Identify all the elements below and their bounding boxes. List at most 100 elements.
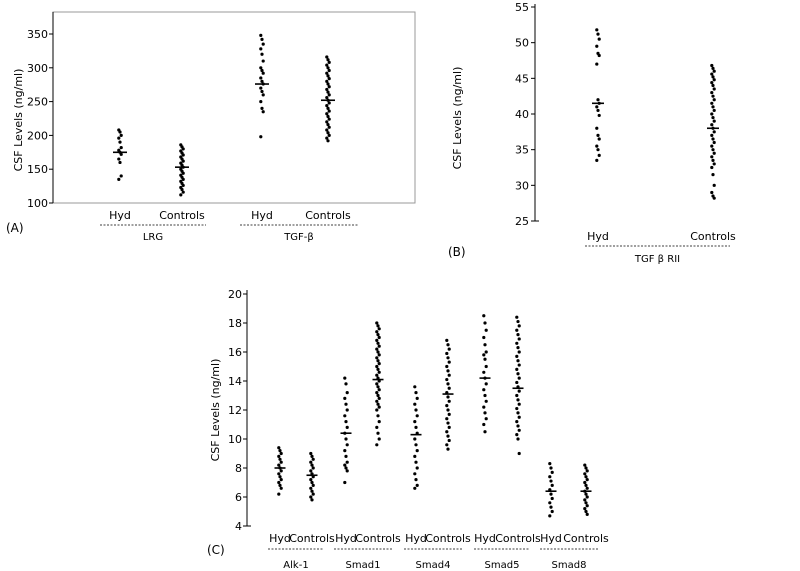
- data-point: [710, 165, 714, 170]
- data-point: [712, 87, 716, 91]
- data-point: [325, 136, 329, 140]
- series-smad8-controls: Controls: [563, 463, 609, 545]
- y-tick-label: 45: [515, 72, 529, 85]
- data-point: [375, 338, 379, 342]
- data-point: [597, 37, 601, 41]
- data-point: [445, 404, 449, 408]
- data-point: [597, 153, 601, 157]
- data-point: [585, 495, 589, 499]
- data-point: [483, 430, 487, 434]
- data-point: [259, 86, 263, 90]
- y-tick-label: 250: [27, 96, 48, 109]
- data-point: [327, 77, 331, 81]
- data-point: [482, 370, 486, 374]
- y-tick-label: 20: [228, 288, 242, 301]
- category-label: Hyd: [405, 532, 427, 545]
- data-point: [517, 363, 521, 367]
- data-point: [711, 66, 715, 70]
- data-point: [583, 480, 587, 485]
- data-point: [325, 128, 329, 132]
- data-point: [310, 480, 314, 485]
- data-point: [415, 483, 419, 487]
- data-point: [711, 158, 715, 162]
- data-point: [447, 373, 451, 377]
- data-point: [309, 486, 313, 490]
- data-point: [413, 437, 417, 441]
- data-point: [548, 501, 552, 505]
- data-point: [180, 187, 184, 192]
- data-point: [585, 504, 589, 508]
- data-point: [712, 98, 716, 102]
- category-label: Controls: [355, 532, 401, 545]
- data-point: [414, 425, 418, 429]
- panel-label: (A): [6, 221, 24, 235]
- data-point: [584, 466, 588, 470]
- data-point: [117, 177, 121, 181]
- data-point: [279, 486, 283, 490]
- data-point: [585, 512, 589, 517]
- data-point: [310, 463, 314, 467]
- data-point: [376, 393, 380, 398]
- data-point: [445, 417, 449, 421]
- data-point: [259, 135, 263, 139]
- data-point: [583, 507, 587, 511]
- data-point: [413, 402, 417, 406]
- data-point: [325, 120, 329, 124]
- data-point: [711, 173, 715, 177]
- data-point: [711, 115, 715, 120]
- series-tgf-rii-controls: Controls: [690, 63, 736, 243]
- data-point: [595, 158, 599, 162]
- data-point: [595, 144, 599, 148]
- data-point: [711, 148, 715, 152]
- data-point: [482, 335, 486, 340]
- data-point: [712, 151, 716, 155]
- data-point: [260, 52, 264, 56]
- data-point: [446, 395, 450, 399]
- data-point: [482, 314, 486, 318]
- category-label: Hyd: [269, 532, 291, 545]
- y-tick-label: 30: [515, 179, 529, 192]
- data-point: [277, 463, 281, 467]
- y-tick-label: 25: [515, 215, 529, 228]
- series-smad4-controls: Controls: [425, 338, 471, 545]
- data-point: [445, 364, 449, 369]
- data-point: [375, 356, 379, 360]
- category-label: Controls: [289, 532, 335, 545]
- data-point: [446, 369, 450, 373]
- data-point: [445, 443, 449, 447]
- data-point: [310, 498, 314, 502]
- data-point: [414, 391, 418, 395]
- data-point: [484, 417, 488, 421]
- data-point: [277, 480, 281, 485]
- category-label: Controls: [305, 209, 351, 222]
- data-point: [344, 420, 348, 424]
- data-point: [517, 428, 521, 432]
- data-point: [712, 196, 716, 200]
- data-point: [597, 53, 601, 58]
- data-point: [260, 68, 264, 73]
- data-point: [446, 382, 450, 386]
- data-point: [710, 144, 714, 148]
- data-point: [260, 106, 264, 110]
- data-point: [375, 425, 379, 429]
- data-point: [710, 155, 714, 159]
- data-point: [345, 443, 349, 447]
- data-point: [118, 160, 122, 165]
- data-point: [710, 81, 714, 85]
- group-label: TGF-β: [283, 232, 314, 243]
- data-point: [550, 483, 554, 487]
- data-point: [710, 112, 714, 116]
- data-point: [712, 130, 716, 134]
- data-point: [325, 63, 329, 67]
- data-point: [446, 421, 450, 425]
- data-point: [550, 470, 554, 474]
- data-point: [277, 454, 281, 458]
- data-point: [119, 152, 123, 156]
- data-point: [550, 496, 554, 501]
- data-point: [517, 415, 521, 419]
- data-point: [181, 153, 185, 157]
- data-point: [484, 350, 488, 354]
- data-point: [415, 414, 419, 418]
- series-smad4-hyd: Hyd: [405, 385, 427, 545]
- data-point: [326, 82, 330, 86]
